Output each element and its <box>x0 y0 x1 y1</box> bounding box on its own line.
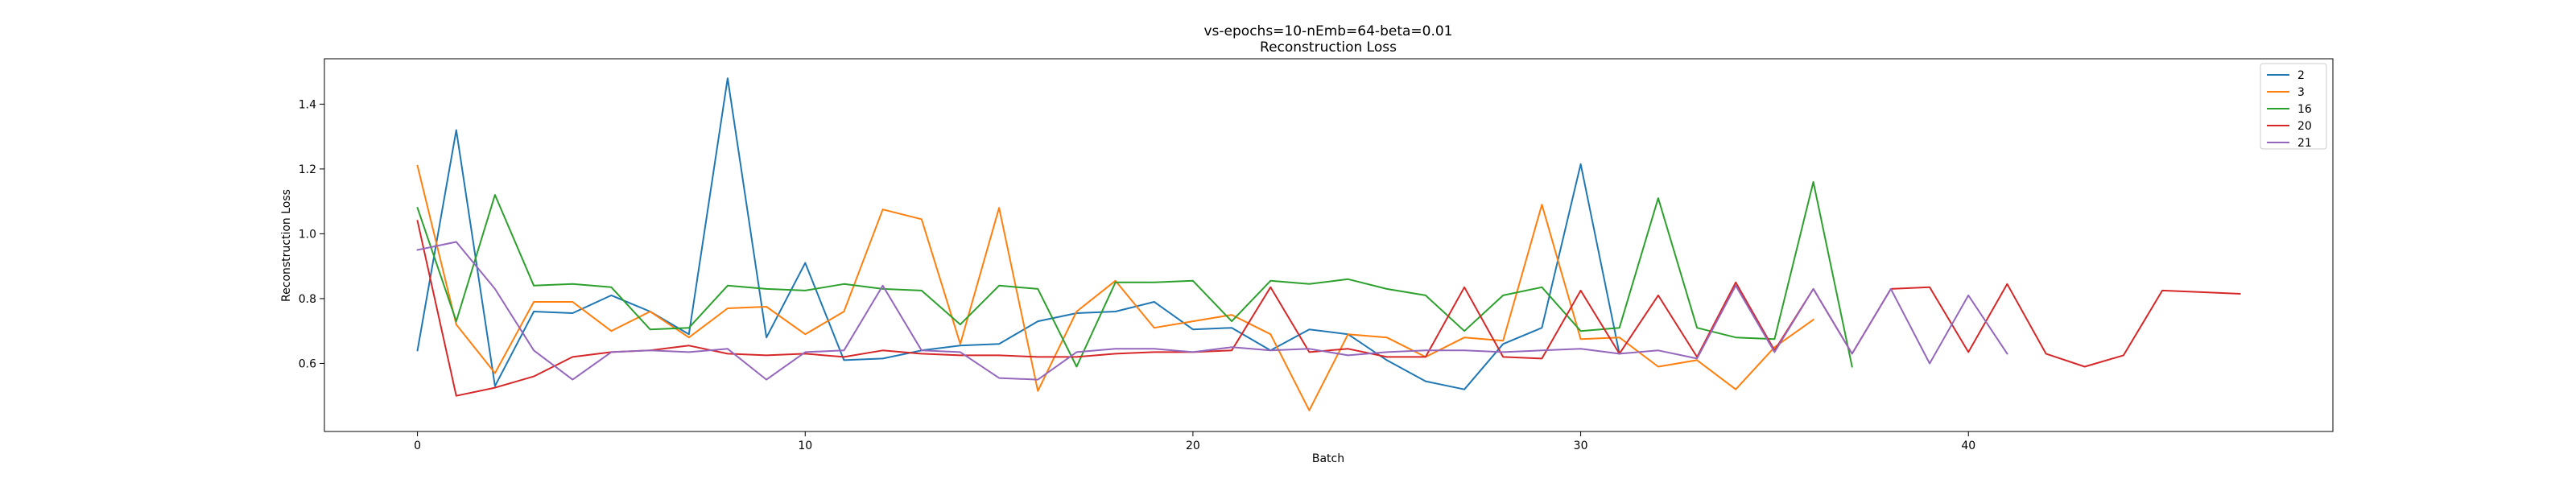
legend-label-21: 21 <box>2297 137 2312 150</box>
legend-label-20: 20 <box>2297 120 2312 133</box>
series-layer <box>416 77 2241 411</box>
x-tick-label: 0 <box>414 440 421 452</box>
legend-label-2: 2 <box>2297 69 2305 82</box>
series-line-3 <box>416 164 1814 411</box>
x-tick-label: 30 <box>1574 440 1588 452</box>
y-tick-label: 1.0 <box>299 228 316 241</box>
y-tick-label: 0.8 <box>299 293 316 306</box>
y-tick-label: 1.2 <box>299 163 316 176</box>
series-line-20 <box>416 220 2241 397</box>
series-line-21 <box>416 241 2008 381</box>
y-tick-label: 1.4 <box>299 98 316 111</box>
x-tick-label: 20 <box>1186 440 1200 452</box>
chart-title: vs-epochs=10-nEmb=64-beta=0.01 <box>1204 23 1453 39</box>
tick-layer: 0 10 20 30 40 0.6 0.8 1.0 1.2 1.4 <box>299 98 1975 452</box>
x-axis-label: Batch <box>1312 452 1344 465</box>
legend-entries: 2 3 16 20 21 <box>2267 69 2312 150</box>
x-tick-label: 40 <box>1961 440 1975 452</box>
legend-label-3: 3 <box>2297 86 2305 99</box>
plot-frame <box>324 58 2334 432</box>
chart-subtitle: Reconstruction Loss <box>1260 39 1397 56</box>
x-tick-label: 10 <box>798 440 812 452</box>
legend: 2 3 16 20 21 <box>2260 63 2327 150</box>
legend-label-16: 16 <box>2297 103 2312 116</box>
series-line-2 <box>416 77 1620 390</box>
y-axis-label: Reconstruction Loss <box>280 189 293 302</box>
y-tick-label: 0.6 <box>299 357 316 370</box>
legend-frame <box>2260 63 2327 150</box>
series-line-16 <box>416 181 1853 368</box>
